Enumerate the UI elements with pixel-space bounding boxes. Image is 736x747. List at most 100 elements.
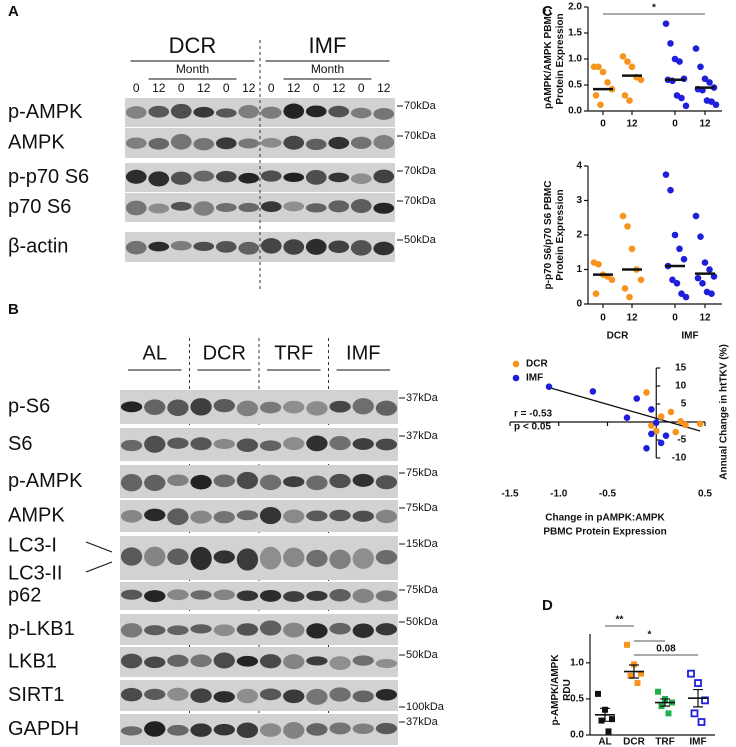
blot — [120, 465, 398, 498]
band — [375, 658, 398, 669]
point — [662, 432, 670, 439]
y-axis-label: Annual Change in htTKV (%) — [719, 344, 730, 480]
band — [375, 590, 398, 602]
band — [260, 106, 282, 119]
point — [648, 406, 655, 413]
band — [236, 722, 259, 739]
point — [592, 92, 600, 99]
point — [597, 101, 604, 109]
y-label-line: Protein Expression — [555, 189, 566, 280]
band — [306, 510, 328, 522]
point — [706, 79, 713, 86]
point — [634, 680, 641, 687]
legend-label: IMF — [526, 373, 543, 384]
point — [595, 690, 601, 697]
band — [170, 103, 192, 119]
band — [215, 202, 237, 213]
point — [701, 696, 709, 705]
band — [352, 723, 374, 734]
kda-label: 37kDa — [406, 716, 439, 728]
kda-label: 70kDa — [404, 100, 437, 112]
band — [305, 169, 327, 185]
annotation: r = -0.53 — [514, 409, 553, 420]
point — [631, 661, 637, 668]
band — [259, 654, 282, 669]
row-label: p62 — [8, 584, 41, 606]
band — [190, 654, 212, 668]
blot — [120, 390, 398, 424]
x-tick-label: IMF — [689, 737, 706, 747]
significance: 0.08 — [656, 644, 676, 655]
band — [350, 240, 372, 256]
y-axis-label: p-p70 S6/p70 S6 PBMCProtein Expression — [543, 181, 566, 290]
y-label-line: p-p70 S6/p70 S6 PBMC — [543, 181, 554, 290]
band — [329, 509, 351, 522]
band — [144, 508, 166, 522]
panel-label: B — [8, 301, 19, 318]
band — [193, 106, 215, 118]
point — [697, 233, 704, 241]
band — [328, 172, 350, 183]
blot — [120, 582, 398, 610]
point — [648, 422, 655, 429]
band — [167, 548, 189, 565]
point — [667, 408, 675, 416]
x-tick-label: 12 — [626, 313, 638, 324]
x-tick-label: 0 — [672, 119, 678, 130]
band — [375, 722, 398, 735]
y-tick-label: 2 — [576, 230, 582, 241]
point — [595, 261, 602, 268]
kda-label: 75kDa — [406, 502, 439, 514]
point — [652, 427, 660, 435]
band — [213, 511, 235, 524]
error-bar — [629, 664, 639, 679]
band — [167, 724, 189, 736]
band — [120, 687, 143, 702]
row-label: p70 S6 — [8, 196, 71, 218]
band — [283, 135, 305, 150]
y-tick-label: 5 — [681, 399, 687, 410]
group-label: IMF — [681, 331, 698, 342]
band — [352, 548, 374, 569]
x-tick-label: 0 — [600, 119, 606, 130]
band — [190, 723, 212, 737]
point — [662, 171, 670, 178]
error-bar — [600, 707, 610, 722]
band — [350, 199, 372, 214]
point — [657, 439, 665, 447]
lane-label: 0 — [358, 81, 365, 95]
band — [213, 652, 235, 669]
band — [328, 200, 350, 213]
point — [712, 101, 720, 109]
band — [215, 170, 237, 183]
point — [627, 672, 634, 679]
point — [676, 58, 683, 65]
band — [125, 106, 147, 119]
band — [238, 241, 260, 255]
kda-label: 75kDa — [406, 467, 439, 479]
band — [193, 137, 215, 151]
point — [621, 92, 629, 99]
point — [598, 717, 605, 724]
legend-marker — [512, 360, 520, 368]
band — [329, 436, 351, 451]
band — [125, 240, 147, 255]
point — [690, 709, 699, 718]
point — [605, 728, 612, 735]
point — [680, 255, 688, 263]
point — [665, 710, 672, 717]
band — [350, 173, 372, 184]
band — [352, 623, 374, 638]
x-axis-label: Change in pAMPK:AMPK — [545, 513, 665, 524]
point — [619, 53, 627, 60]
row-label: SIRT1 — [8, 684, 64, 706]
band — [148, 171, 170, 187]
band — [283, 172, 305, 182]
band — [306, 623, 328, 639]
y-label-line: Protein Expression — [555, 13, 566, 104]
panel-label: D — [542, 597, 553, 614]
y-tick-label: 10 — [675, 381, 687, 392]
band — [120, 726, 143, 736]
point — [657, 413, 665, 420]
